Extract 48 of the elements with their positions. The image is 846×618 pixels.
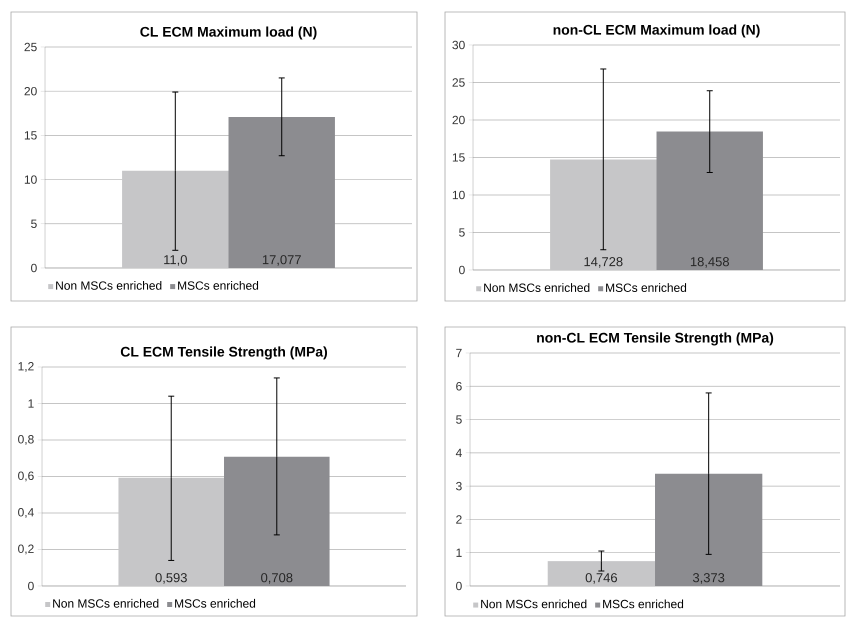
y-tick-label: 1 (456, 548, 462, 557)
y-tick-label: 3 (456, 482, 462, 490)
y-tick-label: 0,4 (18, 508, 34, 518)
data-label: 17,077 (262, 255, 301, 266)
y-tick-label: 7 (456, 348, 462, 358)
chart-title: non-CL ECM Tensile Strength (MPa) (537, 332, 774, 346)
chart-title: CL ECM Tensile Strength (MPa) (120, 346, 328, 360)
y-tick-label: 10 (24, 175, 37, 184)
y-tick-label: 4 (456, 448, 462, 457)
y-tick-label: 1 (28, 399, 34, 408)
chart-title: CL ECM Maximum load (N) (140, 26, 317, 40)
legend-label: MSCs enriched (178, 281, 258, 290)
y-tick-label: 30 (452, 40, 465, 50)
legend-label: Non MSCs enriched (484, 283, 590, 292)
y-tick-label: 25 (24, 42, 37, 52)
legend-label: Non MSCs enriched (53, 598, 158, 608)
data-label: 14,728 (584, 257, 623, 268)
y-tick-label: 10 (452, 190, 465, 200)
y-tick-label: 1,2 (18, 362, 34, 372)
data-label: 3,373 (692, 573, 724, 584)
y-tick-label: 15 (24, 131, 37, 140)
data-label: 0,593 (156, 573, 187, 584)
y-tick-label: 0 (459, 266, 465, 274)
chart-title: non-CL ECM Maximum load (N) (554, 24, 760, 38)
y-tick-label: 25 (452, 78, 465, 87)
y-tick-label: 20 (452, 116, 465, 124)
y-tick-label: 0 (31, 264, 37, 272)
y-tick-label: 0 (28, 582, 34, 590)
legend-label: MSCs enriched (603, 599, 684, 608)
legend-label: Non MSCs enriched (56, 281, 162, 290)
y-tick-label: 15 (452, 153, 465, 162)
legend-label: Non MSCs enriched (481, 599, 586, 608)
data-label: 18,458 (690, 257, 729, 268)
y-tick-label: 5 (456, 415, 462, 424)
y-tick-label: 0 (456, 582, 462, 590)
y-tick-label: 5 (459, 228, 465, 237)
y-tick-label: 0,2 (18, 544, 34, 554)
y-tick-label: 0,6 (18, 472, 34, 482)
y-tick-label: 2 (456, 515, 462, 524)
y-tick-label: 20 (24, 86, 37, 96)
data-label: 11,0 (164, 255, 187, 266)
data-label: 0,746 (586, 573, 617, 584)
legend-label: MSCs enriched (606, 283, 686, 292)
y-tick-label: 0,8 (18, 435, 34, 445)
y-tick-label: 5 (31, 220, 37, 228)
legend-label: MSCs enriched (175, 598, 256, 608)
data-label: 0,708 (261, 573, 292, 584)
y-tick-label: 6 (456, 382, 462, 391)
